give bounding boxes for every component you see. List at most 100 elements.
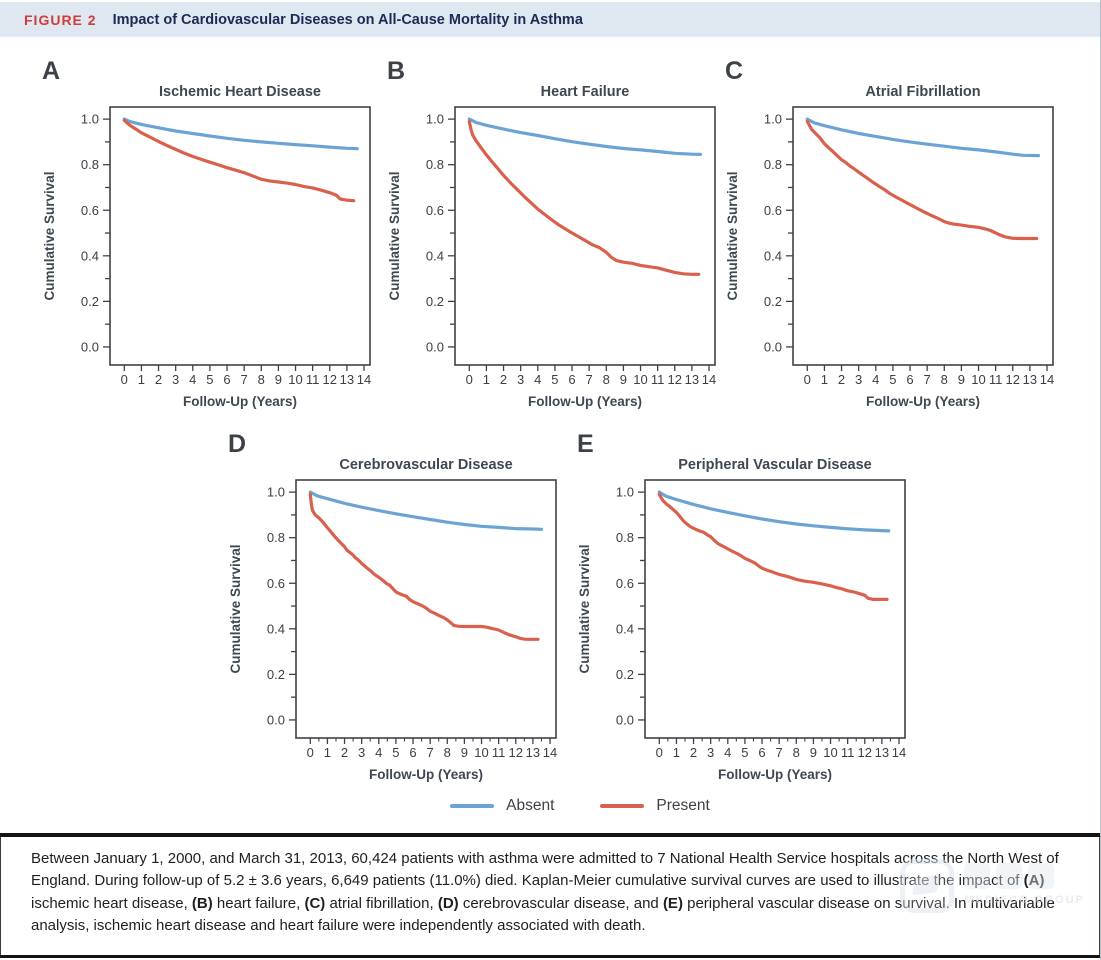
svg-text:6: 6 — [223, 372, 230, 387]
svg-text:Heart Failure: Heart Failure — [541, 84, 630, 100]
svg-text:5: 5 — [392, 745, 399, 760]
svg-text:Cumulative Survival: Cumulative Survival — [387, 171, 402, 300]
svg-text:14: 14 — [1040, 372, 1054, 387]
svg-text:4: 4 — [375, 745, 382, 760]
svg-text:Follow-Up (Years): Follow-Up (Years) — [866, 394, 980, 409]
svg-text:0.8: 0.8 — [764, 157, 782, 172]
svg-text:Cumulative Survival: Cumulative Survival — [42, 171, 57, 300]
panel-cerebrovascular-disease: D Cerebrovascular Disease 0.0 0.2 0.4 0.6 0.8… — [226, 430, 566, 802]
svg-text:0.0: 0.0 — [426, 339, 444, 354]
svg-text:5: 5 — [551, 372, 558, 387]
svg-text:0.8: 0.8 — [616, 530, 634, 545]
svg-text:0.6: 0.6 — [267, 576, 285, 591]
svg-text:4: 4 — [872, 372, 879, 387]
svg-text:7: 7 — [776, 745, 783, 760]
svg-text:Cumulative Survival: Cumulative Survival — [577, 544, 592, 673]
svg-text:0.6: 0.6 — [764, 203, 782, 218]
svg-text:0.0: 0.0 — [267, 712, 285, 727]
svg-text:Follow-Up (Years): Follow-Up (Years) — [369, 767, 483, 782]
svg-text:0.4: 0.4 — [267, 621, 285, 636]
svg-text:12: 12 — [668, 372, 682, 387]
svg-text:0.6: 0.6 — [616, 576, 634, 591]
legend: Absent Present — [30, 797, 1100, 815]
svg-text:1.0: 1.0 — [764, 112, 782, 127]
svg-text:0.4: 0.4 — [426, 248, 444, 263]
svg-text:Cumulative Survival: Cumulative Survival — [228, 544, 243, 673]
svg-text:0: 0 — [804, 372, 811, 387]
svg-text:12: 12 — [323, 372, 337, 387]
svg-text:10: 10 — [823, 745, 837, 760]
svg-text:5: 5 — [741, 745, 748, 760]
svg-text:0.2: 0.2 — [426, 294, 444, 309]
svg-text:7: 7 — [924, 372, 931, 387]
panel-atrial-fibrillation: C Atrial Fibrillation 0.0 0.2 0.4 0.6 0.8 1.0 0… — [723, 57, 1063, 429]
svg-text:9: 9 — [275, 372, 282, 387]
svg-text:Cerebrovascular Disease: Cerebrovascular Disease — [339, 457, 512, 473]
svg-text:6: 6 — [409, 745, 416, 760]
svg-text:Cumulative Survival: Cumulative Survival — [725, 171, 740, 300]
svg-text:14: 14 — [543, 745, 557, 760]
survival-chart-cerebrovascular-disease: Cerebrovascular Disease 0.0 0.2 0.4 0.6 0.8 1.… — [228, 457, 557, 782]
panel-letter-d: D — [228, 430, 247, 458]
svg-text:14: 14 — [357, 372, 371, 387]
panel-peripheral-vascular-disease: E Peripheral Vascular Disease 0.0 0.2 0.4 0.… — [575, 430, 915, 802]
svg-text:12: 12 — [858, 745, 872, 760]
svg-text:1.0: 1.0 — [81, 112, 99, 127]
svg-text:0.8: 0.8 — [426, 157, 444, 172]
svg-text:11: 11 — [841, 745, 855, 760]
svg-text:Follow-Up (Years): Follow-Up (Years) — [718, 767, 832, 782]
svg-text:8: 8 — [941, 372, 948, 387]
svg-text:0.4: 0.4 — [81, 248, 99, 263]
figure-title: Impact of Cardiovascular Diseases on All… — [112, 11, 583, 28]
svg-text:1: 1 — [483, 372, 490, 387]
svg-text:5: 5 — [206, 372, 213, 387]
svg-text:3: 3 — [172, 372, 179, 387]
svg-text:13: 13 — [340, 372, 354, 387]
svg-text:12: 12 — [1006, 372, 1020, 387]
svg-text:Peripheral Vascular Disease: Peripheral Vascular Disease — [678, 457, 871, 473]
svg-text:10: 10 — [633, 372, 647, 387]
svg-text:1.0: 1.0 — [267, 485, 285, 500]
svg-text:3: 3 — [517, 372, 524, 387]
svg-text:4: 4 — [724, 745, 731, 760]
svg-text:9: 9 — [620, 372, 627, 387]
svg-text:1: 1 — [673, 745, 680, 760]
svg-text:0.0: 0.0 — [764, 339, 782, 354]
svg-text:1.0: 1.0 — [426, 112, 444, 127]
svg-text:0.6: 0.6 — [81, 203, 99, 218]
svg-text:3: 3 — [707, 745, 714, 760]
svg-text:Follow-Up (Years): Follow-Up (Years) — [183, 394, 297, 409]
svg-text:0.2: 0.2 — [616, 667, 634, 682]
svg-text:11: 11 — [306, 372, 320, 387]
svg-text:8: 8 — [444, 745, 451, 760]
svg-text:0.4: 0.4 — [764, 248, 782, 263]
svg-text:Atrial Fibrillation: Atrial Fibrillation — [865, 84, 980, 100]
svg-text:0: 0 — [121, 372, 128, 387]
svg-text:5: 5 — [889, 372, 896, 387]
svg-text:14: 14 — [702, 372, 716, 387]
svg-text:13: 13 — [526, 745, 540, 760]
svg-text:11: 11 — [989, 372, 1003, 387]
figure-header: FIGURE 2 Impact of Cardiovascular Diseas… — [0, 2, 1100, 37]
caption-top-rule — [0, 833, 1100, 837]
svg-text:6: 6 — [906, 372, 913, 387]
panel-heart-failure: B Heart Failure 0.0 0.2 0.4 0.6 0.8 1.0 0 1 2 3 4 5 6… — [385, 57, 725, 429]
svg-text:2: 2 — [155, 372, 162, 387]
panel-letter-c: C — [725, 57, 744, 85]
caption-block: Between January 1, 2000, and March 31, 2… — [0, 837, 1100, 955]
svg-text:2: 2 — [838, 372, 845, 387]
survival-chart-peripheral-vascular-disease: Peripheral Vascular Disease 0.0 0.2 0.4 0.6 0… — [577, 457, 906, 782]
survival-chart-ischemic-heart-disease: Ischemic Heart Disease 0.0 0.2 0.4 0.6 0.8 1.0… — [42, 84, 371, 409]
legend-line-icon — [450, 804, 495, 808]
svg-text:11: 11 — [492, 745, 506, 760]
panel-ischemic-heart-disease: A Ischemic Heart Disease 0.0 0.2 0.4 0.6 0.8 1… — [40, 57, 380, 429]
figure-caption: Between January 1, 2000, and March 31, 2… — [31, 850, 1059, 935]
svg-text:9: 9 — [958, 372, 965, 387]
svg-text:13: 13 — [875, 745, 889, 760]
svg-text:1: 1 — [821, 372, 828, 387]
svg-text:6: 6 — [758, 745, 765, 760]
svg-text:8: 8 — [793, 745, 800, 760]
svg-text:0.4: 0.4 — [616, 621, 634, 636]
